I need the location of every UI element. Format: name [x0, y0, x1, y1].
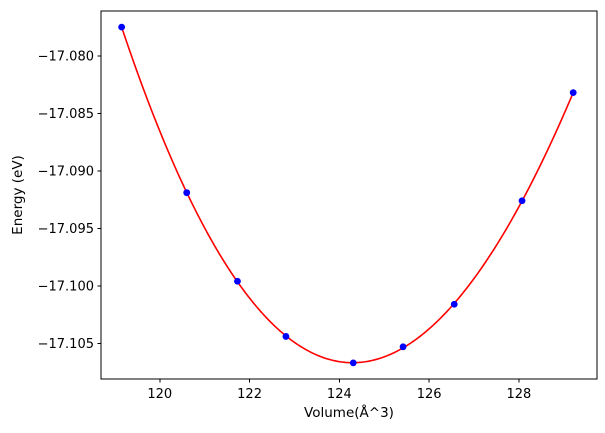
y-tick-label: −17.085: [38, 107, 94, 122]
data-point-marker: [518, 197, 526, 205]
x-tick-label: 122: [237, 387, 262, 402]
axis-ticks: 120 122 124 126 128 −17.080 −17.085 −17.090 −17.…: [38, 49, 532, 402]
fit-curve-line: [120, 26, 575, 364]
data-point-marker: [234, 277, 241, 285]
x-tick-label: 124: [327, 387, 352, 402]
data-point-marker: [118, 23, 126, 31]
y-tick-label: −17.080: [38, 49, 94, 64]
x-tick-label: 128: [506, 387, 531, 402]
x-axis-label: Volume(Å^3): [304, 404, 394, 421]
data-series: [118, 23, 577, 367]
data-point-marker: [349, 359, 357, 367]
y-tick-label: −17.090: [38, 164, 94, 179]
y-axis-label: Energy (eV): [10, 155, 26, 235]
data-point-marker: [450, 300, 458, 308]
data-point-marker: [183, 189, 191, 197]
y-tick-label: −17.100: [38, 279, 94, 294]
x-tick-label: 120: [147, 387, 172, 402]
x-tick-label: 126: [417, 387, 442, 402]
data-point-marker: [399, 343, 407, 351]
y-tick-label: −17.095: [38, 222, 94, 237]
data-point-marker: [569, 89, 577, 97]
plot-border: [100, 10, 598, 380]
y-tick-label: −17.105: [38, 337, 94, 352]
data-point-marker: [282, 333, 290, 340]
